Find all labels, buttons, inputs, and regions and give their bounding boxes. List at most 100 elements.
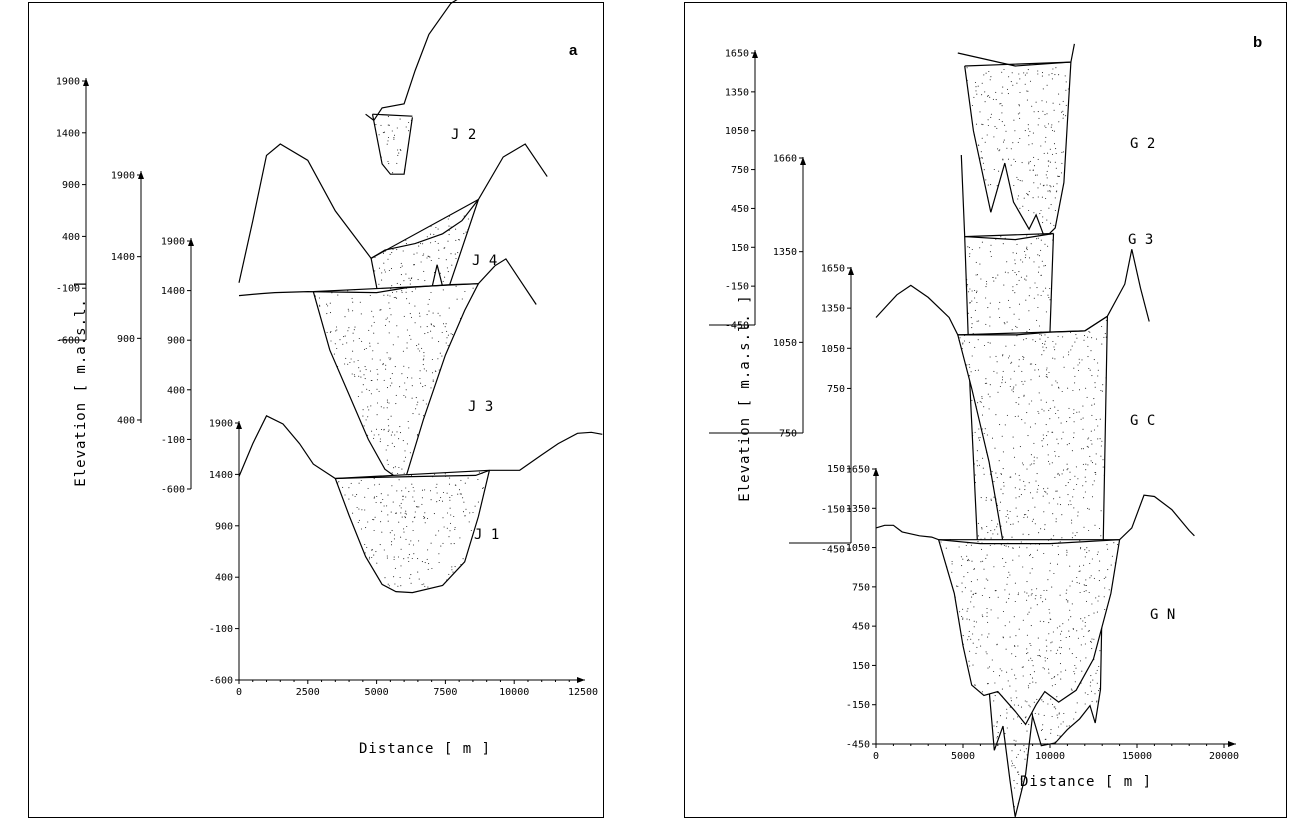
stipple-dot [969,253,971,255]
stipple-dot [1045,197,1047,200]
stipple-dot [1084,703,1086,705]
stipple-dot [990,184,992,186]
stipple-dot [396,162,398,164]
valley-fill-stipple [314,285,474,475]
y-tick-label: 900 [167,336,185,347]
stipple-dot [1084,643,1086,645]
stipple-dot [1069,479,1071,481]
stipple-dot [975,86,977,88]
stipple-dot [964,587,966,589]
stipple-dot [1062,336,1064,338]
stipple-dot [1007,576,1009,579]
stipple-dot [969,366,971,368]
stipple-dot [1049,407,1051,409]
stipple-dot [1024,250,1026,253]
stipple-dot [1002,355,1004,357]
stipple-dot [978,639,980,641]
y-tick-label: 750 [827,384,845,395]
stipple-dot [365,419,367,421]
stipple-dot [982,616,984,618]
stipple-dot [1046,650,1048,652]
stipple-dot [409,334,411,337]
stipple-dot [1014,787,1016,789]
stipple-dot [403,394,405,397]
stipple-dot [387,583,389,585]
stipple-dot [1046,376,1048,378]
stipple-dot [1021,180,1023,182]
stipple-dot [375,551,377,553]
stipple-dot [1034,506,1036,508]
stipple-dot [368,329,370,331]
stipple-dot [357,359,359,362]
stipple-dot [969,255,971,257]
stipple-dot [997,732,999,734]
stipple-dot [434,473,436,475]
y-axis-arrow [188,238,194,246]
stipple-dot [378,390,380,392]
stipple-dot [1027,510,1029,512]
stipple-dot [401,516,403,518]
stipple-dot [1026,99,1028,101]
stipple-dot [1042,222,1044,224]
stipple-dot [1032,681,1034,683]
stipple-dot [1034,423,1036,425]
surface-line [238,414,603,480]
stipple-dot [1043,714,1045,716]
stipple-dot [1026,330,1028,332]
stipple-dot [387,418,389,420]
stipple-dot [374,256,376,259]
stipple-dot [1003,544,1005,546]
stipple-dot [1092,484,1094,486]
stipple-dot [978,428,980,430]
stipple-dot [318,297,321,299]
stipple-dot [319,304,321,306]
stipple-dot [993,725,995,727]
stipple-dot [1049,161,1051,163]
stipple-dot [1042,434,1044,436]
stipple-dot [1045,287,1047,289]
stipple-dot [414,305,416,307]
y-tick-label: 1400 [56,128,80,139]
stipple-dot [1090,430,1092,432]
stipple-dot [1026,634,1028,636]
stipple-dot [1093,577,1095,579]
stipple-dot [968,560,970,562]
y-tick-label: 1900 [111,171,135,182]
stipple-dot [415,397,417,399]
stipple-dot [1016,697,1018,699]
stipple-dot [336,347,338,350]
stipple-dot [1008,76,1010,78]
stipple-dot [1002,451,1004,453]
stipple-dot [369,294,371,297]
stipple-dot [385,368,387,370]
stipple-dot [1093,398,1095,400]
stipple-dot [966,610,968,612]
stipple-dot [1073,507,1075,509]
stipple-dot [966,560,969,562]
surface-line [875,494,1195,545]
y-tick-label: 1650 [821,264,845,275]
stipple-dot [1076,702,1078,704]
stipple-dot [1043,488,1045,490]
stipple-dot [1026,90,1028,92]
stipple-dot [1017,716,1019,718]
stipple-dot [1103,596,1105,598]
stipple-dot [1014,263,1016,265]
stipple-dot [454,526,456,529]
stipple-dot [365,369,367,371]
stipple-dot [1048,74,1050,76]
y-tick-label: -450 [846,740,870,751]
stipple-dot [1091,414,1093,416]
stipple-dot [1018,318,1020,320]
stipple-dot [1068,407,1070,409]
stipple-dot [448,483,451,485]
stipple-dot [1028,163,1030,165]
stipple-dot [962,617,964,619]
stipple-dot [405,243,407,245]
stipple-dot [978,464,981,466]
stipple-dot [1102,384,1104,386]
stipple-dot [460,493,462,495]
stipple-dot [415,408,417,410]
y-tick-label: 150 [827,464,845,475]
stipple-dot [1023,514,1026,516]
